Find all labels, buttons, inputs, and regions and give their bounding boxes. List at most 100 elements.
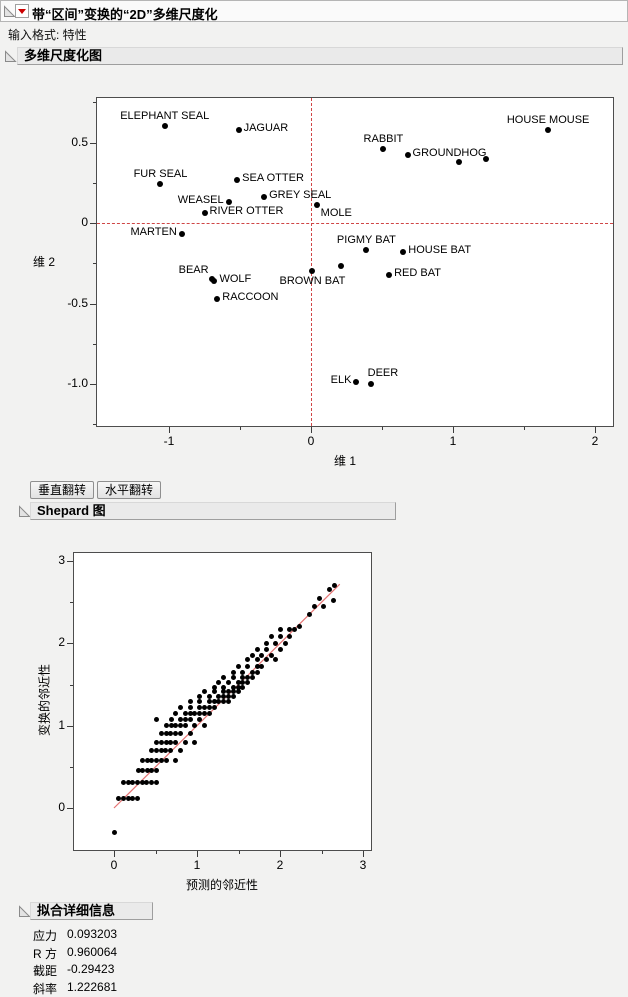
data-point[interactable] bbox=[182, 710, 188, 716]
data-point[interactable] bbox=[216, 680, 222, 686]
data-point[interactable] bbox=[255, 663, 261, 669]
data-point[interactable] bbox=[196, 705, 202, 711]
data-point[interactable] bbox=[327, 586, 333, 592]
data-point[interactable] bbox=[316, 595, 322, 601]
data-point[interactable] bbox=[148, 747, 154, 753]
data-point[interactable] bbox=[153, 757, 159, 763]
data-point[interactable] bbox=[177, 716, 183, 722]
data-point[interactable] bbox=[134, 779, 140, 785]
data-point[interactable] bbox=[255, 657, 261, 663]
data-point[interactable] bbox=[167, 739, 173, 745]
data-point[interactable] bbox=[287, 626, 293, 632]
data-point[interactable] bbox=[134, 795, 140, 801]
data-point[interactable] bbox=[139, 757, 145, 763]
data-point[interactable] bbox=[139, 767, 145, 773]
data-point[interactable] bbox=[226, 688, 232, 694]
data-point[interactable] bbox=[153, 767, 159, 773]
data-point[interactable] bbox=[139, 779, 145, 785]
data-point-rabbit[interactable] bbox=[380, 145, 387, 152]
data-point[interactable] bbox=[144, 767, 150, 773]
data-point[interactable] bbox=[120, 779, 126, 785]
data-point[interactable] bbox=[196, 716, 202, 722]
data-point[interactable] bbox=[177, 731, 183, 737]
data-point[interactable] bbox=[187, 705, 193, 711]
data-point[interactable] bbox=[148, 757, 154, 763]
data-point[interactable] bbox=[111, 830, 117, 836]
red-triangle-menu-button[interactable] bbox=[15, 4, 29, 18]
data-point[interactable] bbox=[455, 158, 462, 165]
flip-horizontal-button[interactable]: 水平翻转 bbox=[97, 481, 162, 499]
data-point[interactable] bbox=[278, 626, 284, 632]
data-point[interactable] bbox=[201, 688, 207, 694]
data-point-house-bat[interactable] bbox=[400, 248, 407, 255]
data-point[interactable] bbox=[332, 583, 338, 589]
data-point[interactable] bbox=[231, 684, 237, 690]
data-point-grey-seal[interactable] bbox=[261, 194, 268, 201]
data-point-elk[interactable] bbox=[353, 379, 360, 386]
data-point[interactable] bbox=[206, 693, 212, 699]
data-point[interactable] bbox=[196, 698, 202, 704]
mds-collapse-triangle-icon[interactable] bbox=[4, 50, 17, 63]
data-point[interactable] bbox=[158, 739, 164, 745]
data-point[interactable] bbox=[250, 675, 256, 681]
data-point[interactable] bbox=[311, 603, 317, 609]
data-point-wolf[interactable] bbox=[211, 277, 218, 284]
data-point[interactable] bbox=[158, 757, 164, 763]
data-point[interactable] bbox=[172, 710, 178, 716]
data-point[interactable] bbox=[236, 663, 241, 669]
data-point[interactable] bbox=[153, 716, 159, 722]
data-point[interactable] bbox=[125, 795, 131, 801]
data-point[interactable] bbox=[236, 684, 241, 690]
data-point[interactable] bbox=[143, 779, 149, 785]
data-point[interactable] bbox=[259, 653, 265, 659]
data-point[interactable] bbox=[162, 747, 168, 753]
data-point-marten[interactable] bbox=[178, 231, 185, 238]
data-point[interactable] bbox=[264, 657, 270, 663]
data-point[interactable] bbox=[221, 693, 227, 699]
data-point-brown-bat[interactable] bbox=[309, 268, 316, 275]
data-point-house-mouse[interactable] bbox=[545, 126, 552, 133]
data-point[interactable] bbox=[163, 739, 169, 745]
data-point[interactable] bbox=[278, 634, 284, 640]
data-point[interactable] bbox=[196, 693, 202, 699]
data-point[interactable] bbox=[292, 626, 298, 632]
data-point[interactable] bbox=[163, 757, 169, 763]
data-point-deer[interactable] bbox=[367, 381, 374, 387]
data-point[interactable] bbox=[158, 731, 164, 737]
data-point[interactable] bbox=[187, 698, 193, 704]
data-point[interactable] bbox=[168, 723, 174, 729]
data-point[interactable] bbox=[182, 739, 188, 745]
data-point[interactable] bbox=[221, 684, 227, 690]
data-point-sea-otter[interactable] bbox=[234, 176, 241, 183]
data-point[interactable] bbox=[153, 739, 159, 745]
data-point[interactable] bbox=[116, 795, 122, 801]
data-point[interactable] bbox=[196, 710, 202, 716]
data-point[interactable] bbox=[167, 747, 173, 753]
data-point[interactable] bbox=[206, 705, 212, 711]
data-point-fur-seal[interactable] bbox=[157, 181, 164, 188]
data-point[interactable] bbox=[177, 747, 183, 753]
data-point[interactable] bbox=[201, 723, 207, 729]
data-point[interactable] bbox=[245, 663, 251, 669]
data-point[interactable] bbox=[129, 795, 135, 801]
data-point[interactable] bbox=[187, 716, 193, 722]
data-point[interactable] bbox=[269, 634, 275, 640]
data-point[interactable] bbox=[125, 779, 131, 785]
data-point[interactable] bbox=[250, 653, 256, 659]
data-point[interactable] bbox=[163, 723, 169, 729]
data-point[interactable] bbox=[211, 688, 217, 694]
data-point[interactable] bbox=[255, 669, 261, 675]
data-point[interactable] bbox=[206, 698, 212, 704]
data-point[interactable] bbox=[240, 680, 246, 686]
flip-vertical-button[interactable]: 垂直翻转 bbox=[30, 481, 95, 499]
data-point[interactable] bbox=[153, 747, 159, 753]
mds-plot-area[interactable] bbox=[96, 97, 614, 427]
data-point[interactable] bbox=[201, 710, 207, 716]
data-point[interactable] bbox=[226, 698, 232, 704]
data-point[interactable] bbox=[240, 675, 246, 681]
data-point-pigmy-bat[interactable] bbox=[363, 247, 370, 254]
data-point[interactable] bbox=[168, 716, 174, 722]
data-point[interactable] bbox=[172, 757, 178, 763]
data-point[interactable] bbox=[192, 710, 197, 716]
data-point[interactable] bbox=[226, 693, 232, 699]
